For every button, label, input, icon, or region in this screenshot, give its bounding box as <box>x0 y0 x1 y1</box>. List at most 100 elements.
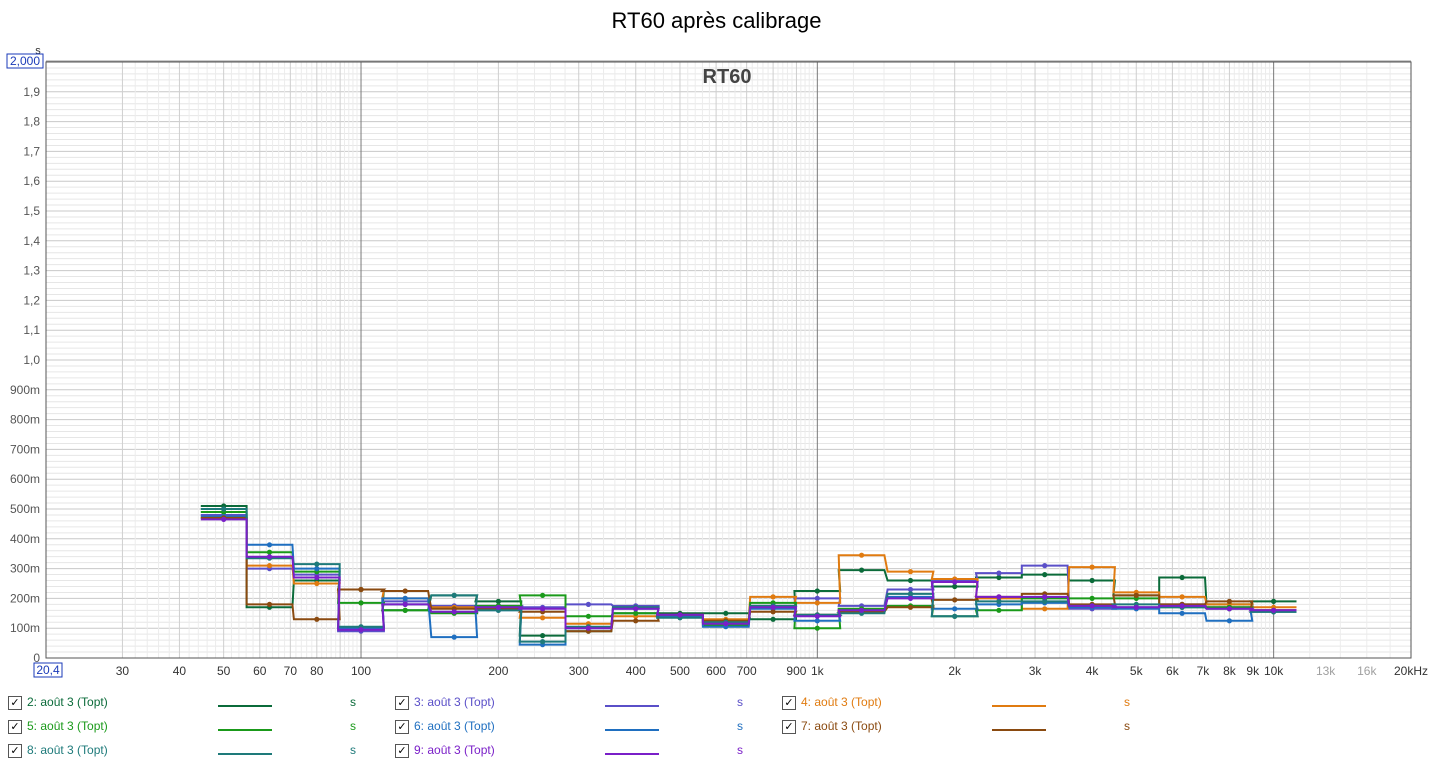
y-tick-label: 800m <box>10 413 40 427</box>
data-point <box>859 552 865 558</box>
data-point <box>221 516 227 523</box>
y-tick-label: 1,8 <box>23 115 40 129</box>
y-tick-label: 600m <box>10 472 40 486</box>
legend-checkbox[interactable]: ✓ <box>8 720 22 734</box>
data-point <box>402 588 408 594</box>
x-tick-label: 300 <box>569 664 589 678</box>
x-tick-label: 2k <box>948 664 962 678</box>
x-tick-label: 60 <box>253 664 267 678</box>
legend-unit: s <box>737 743 743 757</box>
data-point <box>540 592 546 599</box>
legend-label: 3: août 3 (Topt) <box>414 695 495 709</box>
legend-swatch <box>605 705 659 707</box>
legend-swatch <box>218 753 272 755</box>
y-tick-label: 900m <box>10 383 40 397</box>
x-tick-label: 30 <box>116 664 130 678</box>
data-point <box>814 588 820 594</box>
y-tick-label: 200m <box>10 591 40 605</box>
data-point <box>1089 595 1095 602</box>
x-tick-label: 3k <box>1029 664 1043 678</box>
x-left-box <box>33 662 63 678</box>
y-top-box-label: 2,000 <box>10 54 40 68</box>
legend-checkbox[interactable]: ✓ <box>782 696 796 710</box>
legend-unit: s <box>1124 695 1130 709</box>
data-point <box>952 613 958 619</box>
plot-border <box>45 61 1412 659</box>
data-point <box>1133 592 1139 599</box>
data-point <box>996 598 1002 605</box>
legend-unit: s <box>737 695 743 709</box>
data-point <box>996 607 1002 613</box>
y-tick-label: 1,4 <box>23 234 40 248</box>
data-point <box>402 607 408 613</box>
data-point <box>1042 598 1048 605</box>
x-tick-label: 16k <box>1357 664 1377 678</box>
legend-label: 7: août 3 (Topt) <box>801 719 882 733</box>
y-tick-label: 0 <box>33 651 40 665</box>
rt60-chart: 100m 200m 300m 400m 500m 600m 700m 800m 900m 1,0 1… <box>6 45 1428 678</box>
data-point <box>1042 572 1048 578</box>
legend-unit: s <box>1124 719 1130 733</box>
y-tick-label: 100m <box>10 621 40 635</box>
data-point <box>770 616 776 622</box>
data-point <box>952 579 958 585</box>
inner-chart-title: RT60 <box>703 66 752 88</box>
series-line <box>200 518 1297 631</box>
x-tick-label: 700 <box>737 664 757 678</box>
data-point <box>1179 603 1185 609</box>
legend-label: 8: août 3 (Topt) <box>27 743 108 757</box>
data-point <box>451 592 457 599</box>
data-point <box>633 618 639 624</box>
data-point <box>221 506 227 512</box>
data-point <box>633 610 639 616</box>
data-point <box>814 625 820 631</box>
data-point <box>1089 577 1095 584</box>
legend-unit: s <box>737 719 743 733</box>
legend-checkbox[interactable]: ✓ <box>395 744 409 758</box>
legend-checkbox[interactable]: ✓ <box>8 696 22 710</box>
legend-checkbox[interactable]: ✓ <box>782 720 796 734</box>
data-point <box>1133 604 1139 610</box>
data-point <box>770 594 776 600</box>
legend-unit: s <box>350 743 356 757</box>
x-tick-label: 8k <box>1223 664 1237 678</box>
legend-checkbox[interactable]: ✓ <box>8 744 22 758</box>
x-tick-label: 900 <box>786 664 806 678</box>
data-point <box>907 569 914 575</box>
data-point <box>266 554 273 560</box>
legend-checkbox[interactable]: ✓ <box>395 720 409 734</box>
data-point <box>1226 618 1232 624</box>
data-point <box>314 574 320 581</box>
data-point <box>1179 594 1185 600</box>
legend-label: 5: août 3 (Topt) <box>27 719 108 733</box>
x-tick-label: 400 <box>626 664 646 678</box>
data-point <box>723 610 729 616</box>
y-tick-label: 1,7 <box>23 144 40 158</box>
legend: ✓ 2: août 3 (Topt) s ✓ 3: août 3 (Topt) … <box>0 690 1433 764</box>
y-tick-label: 700m <box>10 442 40 456</box>
data-point <box>314 561 320 567</box>
legend-swatch <box>218 729 272 731</box>
data-point <box>633 606 639 612</box>
data-point <box>770 609 776 615</box>
x-tick-label: 10k <box>1264 664 1284 678</box>
y-tick-label: 1,6 <box>23 174 40 188</box>
data-point <box>540 639 546 645</box>
data-point <box>907 586 914 593</box>
data-point <box>495 604 501 610</box>
x-tick-label: 13k <box>1316 664 1336 678</box>
legend-checkbox[interactable]: ✓ <box>395 696 409 710</box>
legend-swatch <box>605 753 659 755</box>
x-tick-label: 6k <box>1166 664 1180 678</box>
data-point <box>1042 606 1048 612</box>
x-tick-label: 200 <box>488 664 508 678</box>
legend-label: 2: août 3 (Topt) <box>27 695 108 709</box>
data-point <box>907 604 914 610</box>
data-point <box>540 633 546 639</box>
data-point <box>907 577 914 584</box>
data-point <box>814 600 820 606</box>
x-tick-label: 20kHz <box>1394 664 1428 678</box>
data-point <box>859 567 865 573</box>
y-tick-label: 1,1 <box>23 323 40 337</box>
y-top-box <box>6 53 44 69</box>
